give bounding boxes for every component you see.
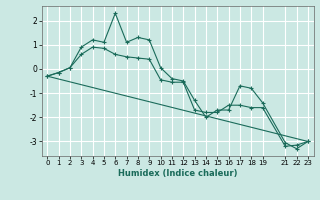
- X-axis label: Humidex (Indice chaleur): Humidex (Indice chaleur): [118, 169, 237, 178]
